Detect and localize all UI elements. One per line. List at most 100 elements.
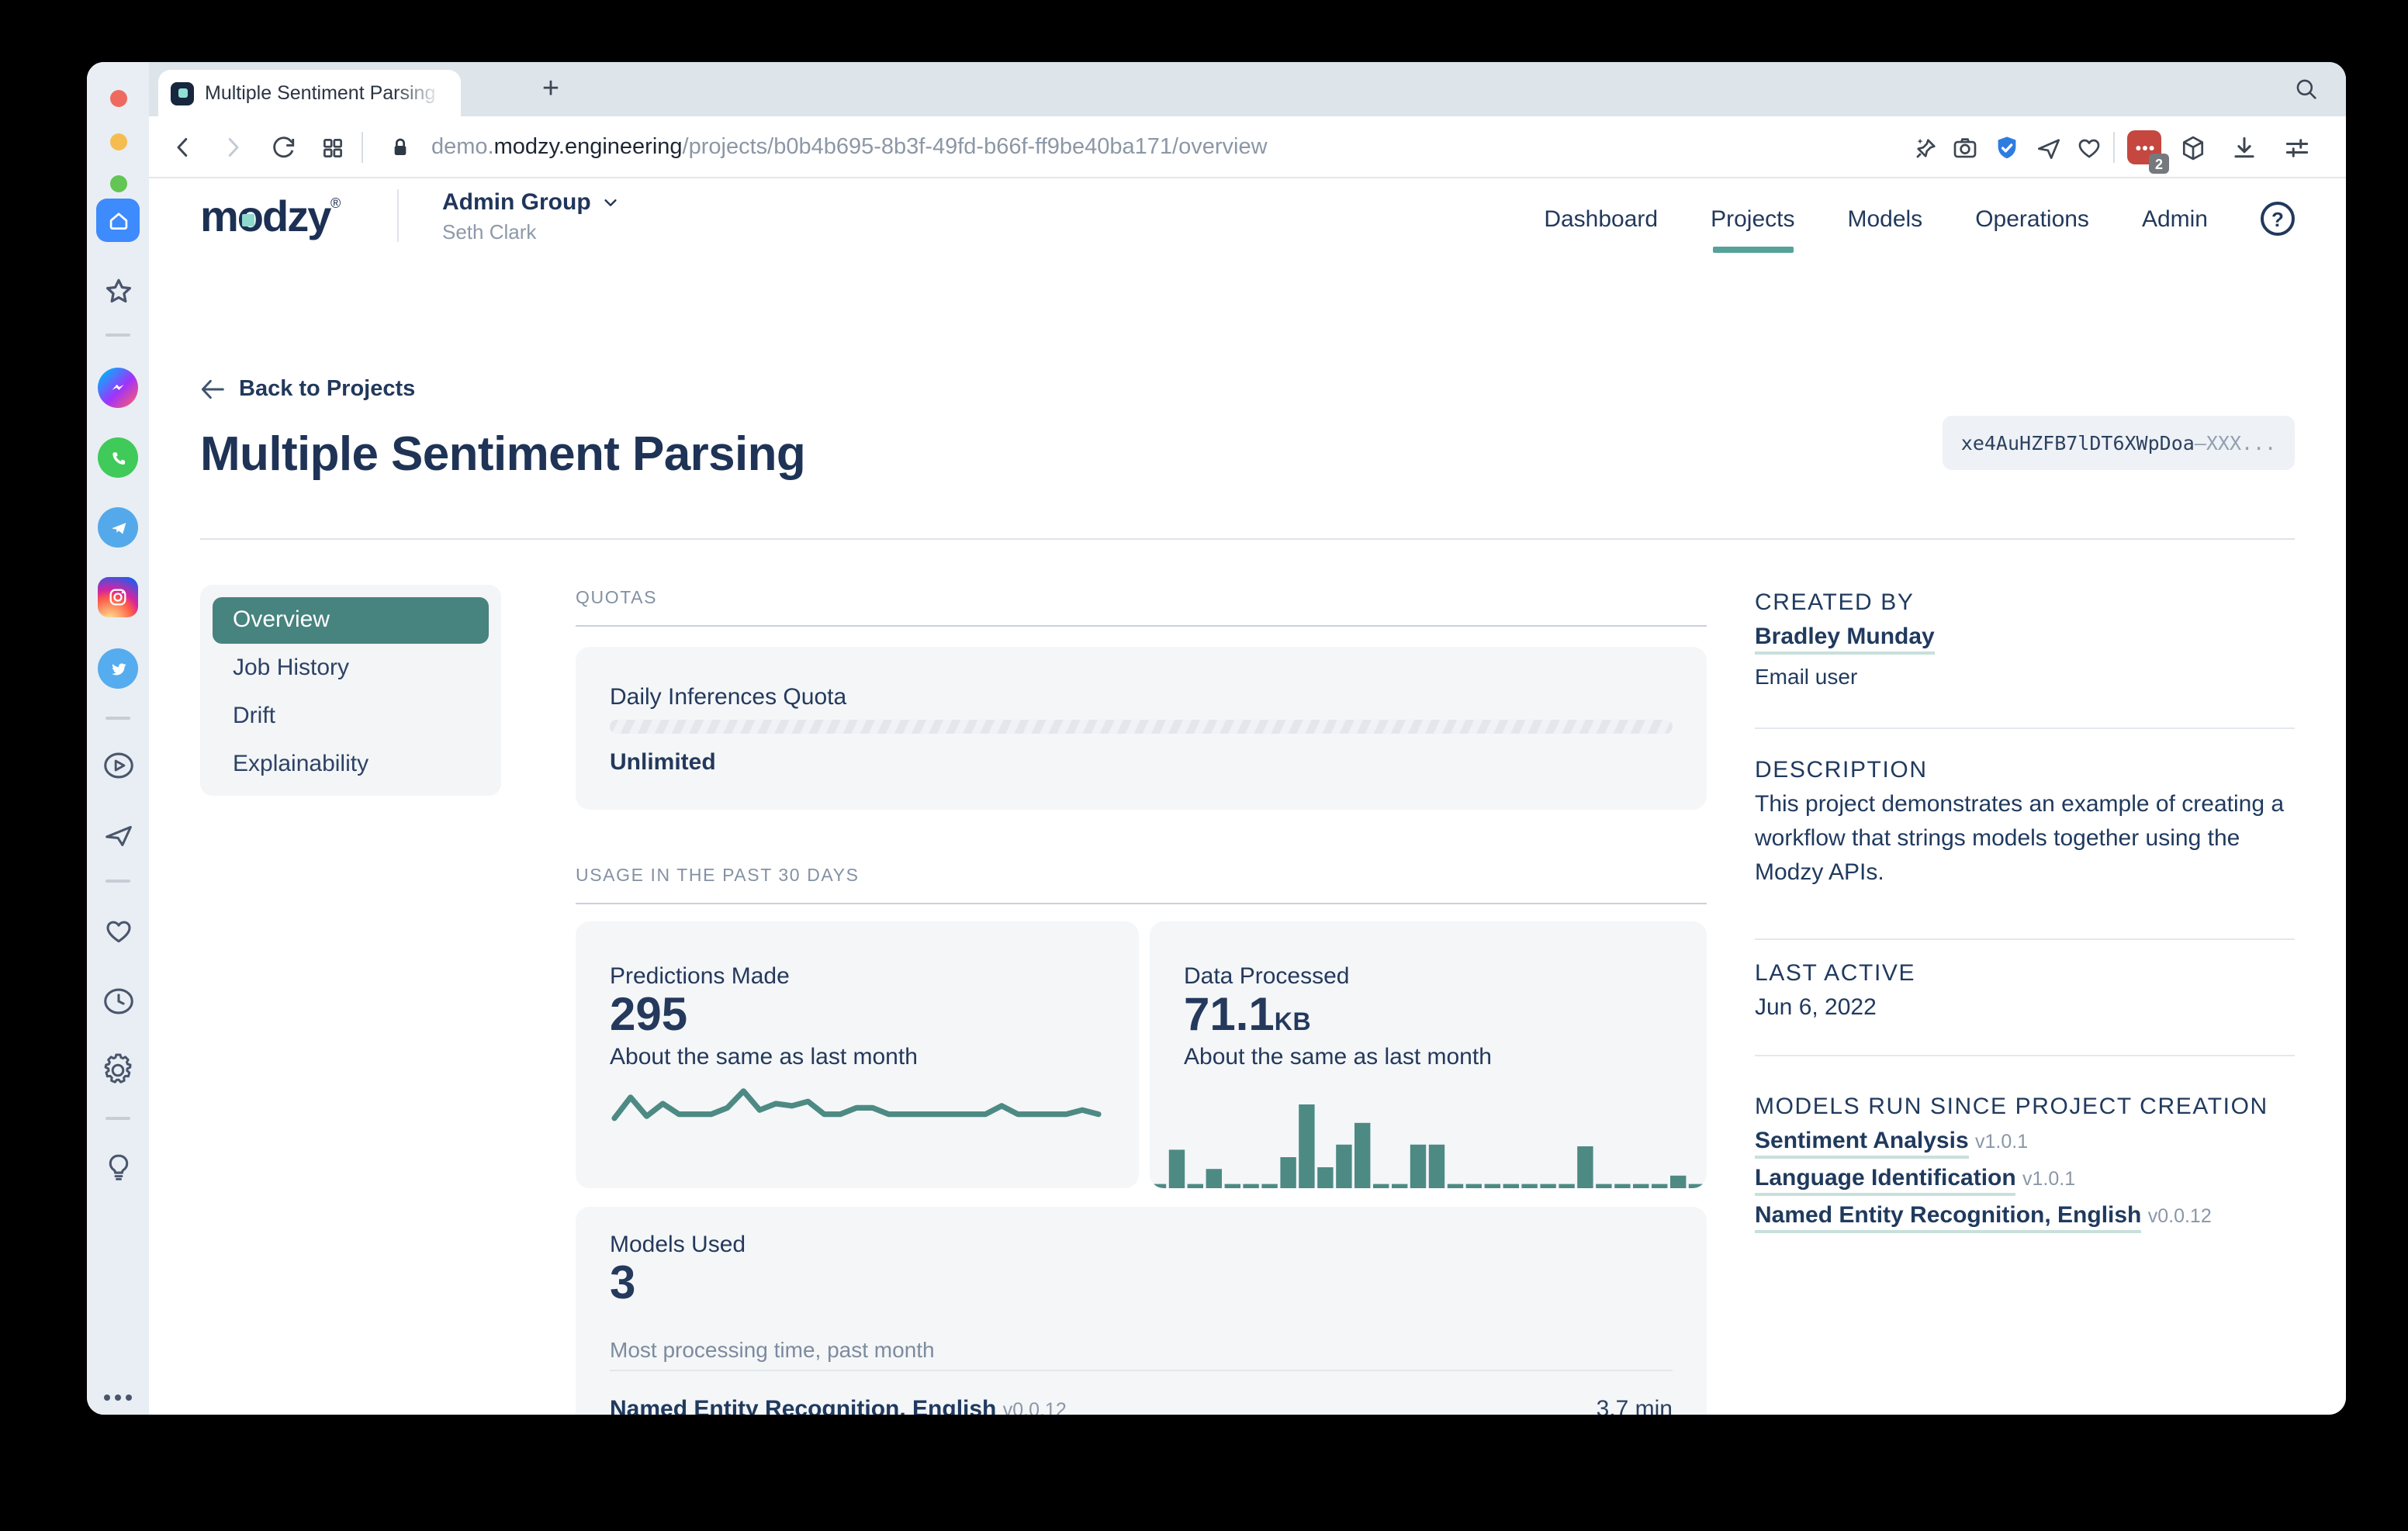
play-circle-icon [103, 752, 133, 778]
predictions-sparkline [611, 1088, 1102, 1121]
model-run-version: v1.0.1 [2022, 1168, 2076, 1190]
search-icon [2296, 78, 2316, 98]
ellipsis-icon [104, 1394, 132, 1401]
created-by-link[interactable]: Bradley Munday [1755, 624, 1935, 655]
predictions-value: 295 [610, 990, 688, 1041]
extension-badge: 2 [2149, 154, 2169, 174]
nav-projects[interactable]: Projects [1711, 206, 1795, 252]
data-value: 71.1 [1184, 990, 1275, 1041]
account-user: Seth Clark [442, 220, 537, 244]
lock-icon [394, 138, 407, 155]
close-window-button[interactable] [109, 90, 126, 107]
browser-toolbar [149, 116, 2346, 178]
model-link[interactable]: Named Entity Recognition, English [610, 1396, 997, 1415]
predictions-card: Predictions Made 295 About the same as l… [576, 921, 1139, 1188]
model-run-link[interactable]: Named Entity Recognition, English v0.0.1… [1755, 1202, 2212, 1233]
nav-operations[interactable]: Operations [1975, 206, 2089, 232]
created-by-name: Bradley Munday [1755, 624, 1935, 655]
model-run-name: Sentiment Analysis [1755, 1128, 1969, 1159]
site-content: modzy ® Admin Group Seth Clark Dashboard… [149, 178, 2346, 1415]
help-button[interactable]: ? [2261, 202, 2295, 236]
nav-models[interactable]: Models [1847, 206, 1923, 232]
telegram-app-button[interactable] [98, 507, 138, 548]
forward-icon [228, 138, 239, 157]
zoom-window-button[interactable] [109, 175, 126, 192]
tab-explainability[interactable]: Explainability [233, 751, 369, 777]
sidebar-divider [1755, 938, 2295, 940]
project-tab-list: Overview Job History Drift Explainabilit… [200, 585, 501, 796]
toolbar-settings-button[interactable] [2278, 129, 2315, 166]
back-link-label: Back to Projects [239, 377, 416, 402]
account-switcher[interactable]: Admin Group Seth Clark [442, 189, 619, 244]
model-run-name: Named Entity Recognition, English [1755, 1202, 2142, 1233]
downloads-button[interactable] [2225, 129, 2262, 166]
model-run-version: v0.0.12 [2147, 1205, 2212, 1227]
screenshot-extension-button[interactable] [1946, 129, 1983, 166]
model-run-name: Language Identification [1755, 1165, 2016, 1196]
model-run-link[interactable]: Language Identification v1.0.1 [1755, 1165, 2076, 1196]
tab-drift[interactable]: Drift [233, 703, 275, 729]
more-apps-button[interactable] [98, 1388, 138, 1407]
model-run-link[interactable]: Sentiment Analysis v1.0.1 [1755, 1128, 2029, 1159]
minimize-window-button[interactable] [109, 133, 126, 150]
reload-button[interactable] [264, 129, 301, 166]
modzy-logo[interactable]: modzy [200, 192, 331, 240]
messenger-app-button[interactable] [98, 368, 138, 408]
gear-icon [104, 1053, 132, 1083]
favorites-star-button[interactable] [98, 271, 138, 312]
media-app-button[interactable] [98, 745, 138, 785]
quota-value: Unlimited [610, 749, 716, 776]
instagram-icon [98, 577, 138, 617]
dock-divider [106, 717, 130, 720]
tab-search-button[interactable] [2287, 70, 2324, 107]
model-run-version: v1.0.1 [1975, 1131, 2029, 1153]
quota-card: Daily Inferences Quota Unlimited [576, 647, 1707, 810]
data-unit: KB [1274, 1010, 1312, 1036]
dock-divider [106, 334, 130, 337]
reload-icon [272, 136, 294, 157]
last-active-value: Jun 6, 2022 [1755, 994, 1877, 1021]
sliders-icon [2285, 138, 2308, 157]
dock-divider [106, 1117, 130, 1120]
nav-dashboard[interactable]: Dashboard [1544, 206, 1659, 232]
twitter-app-button[interactable] [98, 648, 138, 689]
share-extension-button[interactable] [2029, 129, 2067, 166]
ideas-button[interactable] [98, 1146, 138, 1187]
quotas-heading: QUOTAS [576, 589, 658, 608]
chat-extension-button[interactable]: 2 [2126, 129, 2169, 174]
whatsapp-app-button[interactable] [98, 437, 138, 478]
api-key-chip[interactable]: xe4AuHZFB7lDT6XWpDoa –XXX... [1943, 416, 2295, 470]
url-subdomain: demo. [431, 135, 494, 160]
browser-tab[interactable]: Multiple Sentiment Parsing | Mo [158, 70, 461, 116]
back-arrow-icon [201, 379, 224, 399]
tab-overview-button[interactable] [313, 129, 351, 166]
lightbulb-icon [108, 1153, 128, 1180]
modzy-favicon [171, 81, 194, 105]
tab-job-history[interactable]: Job History [233, 655, 350, 681]
url-path: /projects/b0b4b695-8b3f-49fd-b66f-ff9be4… [682, 135, 1268, 160]
url-bar[interactable]: demo.modzy.engineering/projects/b0b4b695… [431, 116, 1268, 178]
sidebar-divider [1755, 727, 2295, 729]
nav-admin[interactable]: Admin [2141, 206, 2208, 232]
recents-button[interactable] [98, 980, 138, 1021]
new-tab-button[interactable]: + [541, 73, 560, 105]
shield-extension-button[interactable] [1988, 129, 2025, 166]
pin-extension-button[interactable] [1907, 129, 1944, 166]
clock-icon [103, 987, 133, 1014]
home-app-button[interactable] [96, 199, 140, 242]
forward-button[interactable] [214, 129, 251, 166]
home-icon [109, 212, 127, 229]
models-used-subheading: Most processing time, past month [610, 1337, 935, 1362]
back-button[interactable] [164, 129, 202, 166]
instagram-app-button[interactable] [98, 577, 138, 617]
back-icon [177, 138, 188, 157]
favorites-heart-button[interactable] [98, 911, 138, 951]
favorites-extension-button[interactable] [2070, 129, 2107, 166]
send-app-button[interactable] [98, 814, 138, 855]
package-extension-button[interactable] [2174, 129, 2211, 166]
tab-overview[interactable]: Overview [213, 597, 489, 644]
settings-button[interactable] [98, 1050, 138, 1090]
header-divider [397, 189, 399, 242]
site-security-button[interactable] [382, 129, 419, 166]
back-to-projects-link[interactable]: Back to Projects [200, 377, 415, 402]
